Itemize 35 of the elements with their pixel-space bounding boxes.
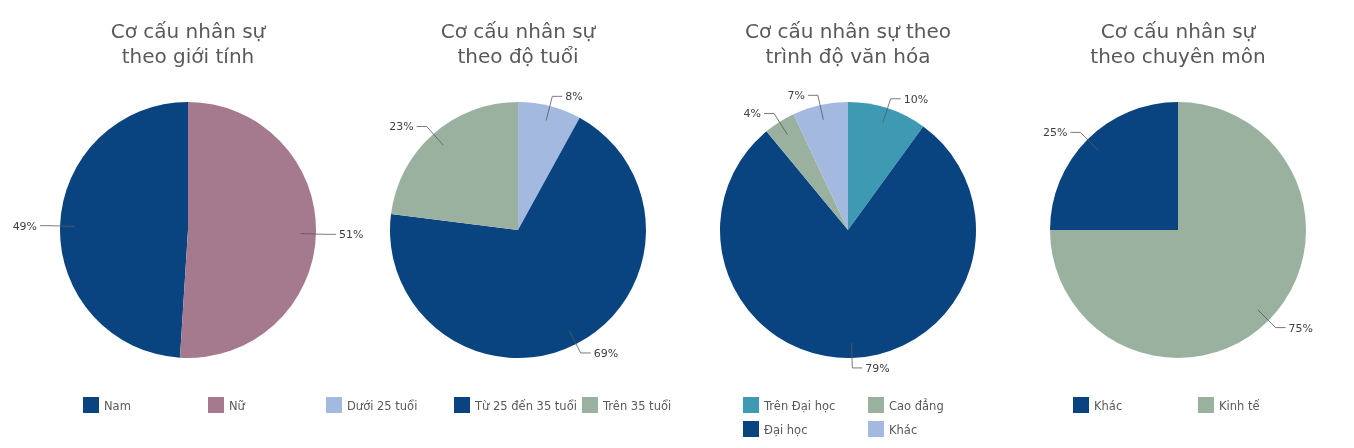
chart-title: Cơ cấu nhân sự theo trình độ văn hóa [745,19,951,68]
chart-title: Cơ cấu nhân sự theo giới tính [110,19,267,68]
pie-slice [518,102,580,230]
legend-label: Trên 35 tuổi [602,399,672,413]
pie-slice [720,126,976,358]
chart-title: Cơ cấu nhân sự theo chuyên môn [1090,19,1266,68]
data-label: 10% [903,92,929,106]
pie-slice [793,102,848,230]
pie-slice [848,102,924,230]
data-label: 7% [787,89,805,103]
data-label: 51% [338,228,364,242]
data-label: 23% [389,120,414,134]
legend-label: Khác [889,423,918,437]
legend-label: Nam [104,399,131,413]
pie-slice [391,102,518,230]
data-label: 25% [1042,126,1068,140]
legend-label: Khác [1094,399,1123,413]
pie-slice [390,117,646,358]
data-label: 79% [865,361,890,375]
data-label: 4% [743,107,762,121]
pie-slice [60,102,188,358]
legend-label: Dưới 25 tuổi [347,399,418,413]
data-label: 49% [12,219,38,233]
legend-label: Đại học [764,423,808,437]
legend-label: Kinh tế [1219,399,1261,413]
legend-label: Cao đẳng [889,398,944,413]
legend-label: Trên Đại học [763,399,836,413]
legend-label: Từ 25 đến 35 tuổi [474,399,577,413]
chart-title: Cơ cấu nhân sự theo độ tuổi [440,19,597,68]
data-label: 75% [1288,321,1314,335]
data-label: 69% [593,346,619,360]
pie-slice [766,114,848,230]
data-label: 8% [565,90,583,104]
pie-slice [179,102,316,358]
legend-label: Nữ [229,399,246,413]
